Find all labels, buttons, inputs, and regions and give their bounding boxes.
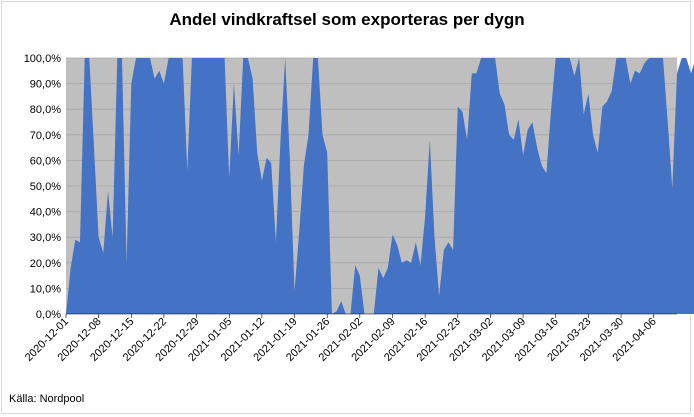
y-tick-label: 80,0% xyxy=(30,104,61,116)
x-axis-ticks: 2020-12-012020-12-082020-12-152020-12-22… xyxy=(23,314,659,364)
y-tick-label: 0,0% xyxy=(36,309,61,321)
y-axis-ticks: 0,0% 10,0% 20,0% 30,0% 40,0% 50,0% 60,0% 70,0% 8… xyxy=(24,53,62,321)
source-note: Källa: Nordpool xyxy=(9,393,85,405)
y-tick-label: 20,0% xyxy=(30,258,61,270)
y-tick-label: 70,0% xyxy=(30,130,61,142)
series-area xyxy=(66,58,694,314)
y-tick-label: 90,0% xyxy=(30,79,61,91)
y-tick-label: 100,0% xyxy=(24,53,62,65)
y-tick-label: 60,0% xyxy=(30,155,61,167)
y-tick-label: 30,0% xyxy=(30,232,61,244)
chart-title: Andel vindkraftsel som exporteras per dy… xyxy=(169,10,525,29)
y-tick-label: 10,0% xyxy=(30,283,61,295)
y-tick-label: 50,0% xyxy=(30,181,61,193)
y-tick-label: 40,0% xyxy=(30,207,61,219)
